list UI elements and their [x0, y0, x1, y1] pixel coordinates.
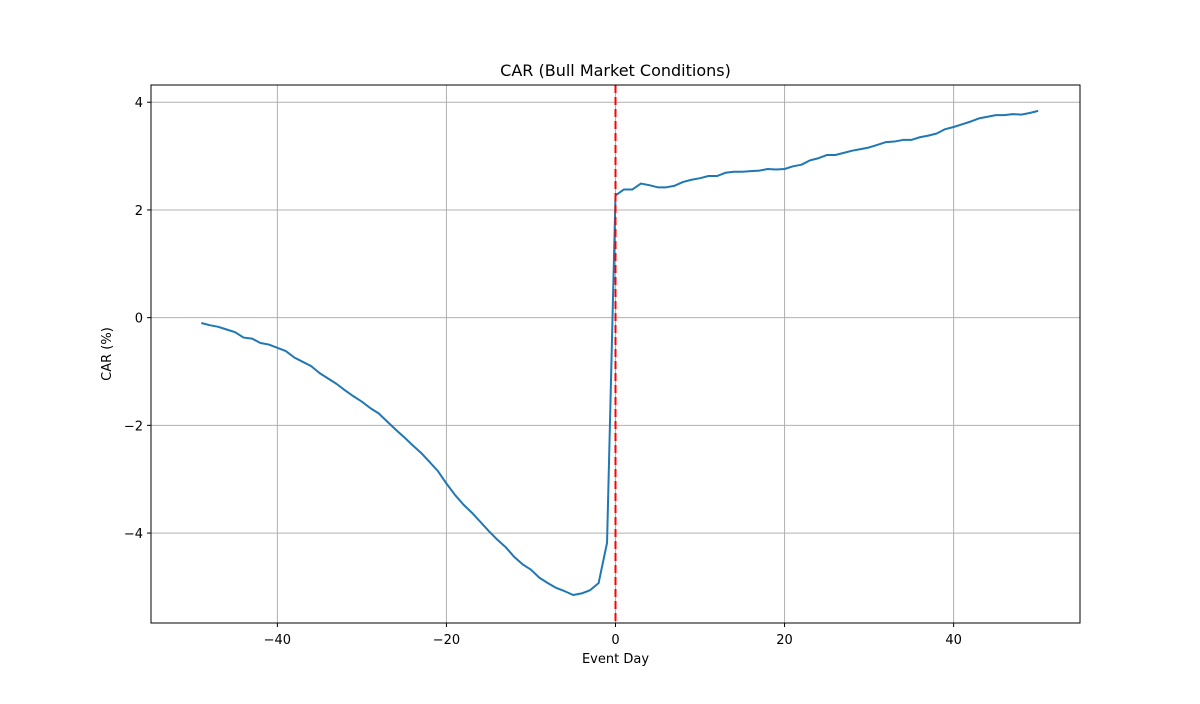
- y-tick-label: −2: [124, 419, 143, 434]
- y-tick-label: −4: [124, 527, 143, 542]
- y-tick-label: 0: [135, 312, 143, 327]
- x-tick-label: −20: [433, 633, 460, 648]
- x-axis-label: Event Day: [582, 652, 649, 667]
- y-tick-label: 2: [135, 204, 143, 219]
- x-tick-label: 40: [945, 633, 962, 648]
- x-tick-label: −40: [264, 633, 291, 648]
- car-series-line: [201, 109, 1039, 596]
- chart-title: CAR (Bull Market Conditions): [500, 61, 731, 80]
- series-layer: [201, 109, 1039, 596]
- y-axis-label: CAR (%): [100, 327, 115, 381]
- x-tick-label: 0: [611, 633, 619, 648]
- x-tick-label: 20: [776, 633, 793, 648]
- y-tick-label: 4: [135, 96, 143, 111]
